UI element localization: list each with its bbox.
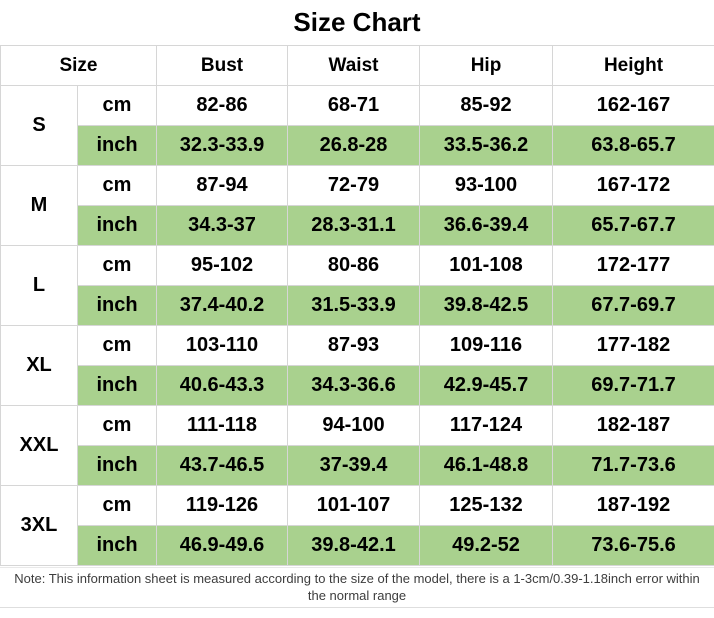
table-cell: 87-94: [156, 165, 288, 206]
table-cell: 177-182: [552, 325, 714, 366]
header-row: Size Bust Waist Hip Height: [0, 45, 714, 86]
page-title: Size Chart: [293, 7, 421, 37]
table-cell: 125-132: [419, 485, 553, 526]
table-row-xxl-cm: XXL cm 111-118 94-100 117-124 182-187: [0, 405, 714, 486]
table-cell: 26.8-28: [287, 125, 420, 166]
size-chart-table: Size Bust Waist Hip Height S cm 82-86 68…: [0, 45, 714, 566]
table-cell: 46.1-48.8: [419, 445, 553, 486]
table-row-m-inch: inch 34.3-37 28.3-31.1 36.6-39.4 65.7-67…: [1, 205, 714, 246]
table-cell: 82-86: [156, 85, 288, 126]
table-cell: 72-79: [287, 165, 420, 206]
table-cell: 63.8-65.7: [552, 125, 714, 166]
size-label-3xl: 3XL: [0, 485, 78, 566]
table-cell: 71.7-73.6: [552, 445, 714, 486]
column-header-size: Size: [0, 45, 157, 86]
size-label-xxl: XXL: [0, 405, 78, 486]
unit-label-cm: cm: [77, 245, 157, 286]
unit-label-cm: cm: [77, 165, 157, 206]
table-cell: 34.3-36.6: [287, 365, 420, 406]
column-header-waist: Waist: [287, 45, 420, 86]
table-cell: 101-107: [287, 485, 420, 526]
table-row-3xl-cm: 3XL cm 119-126 101-107 125-132 187-192: [0, 485, 714, 566]
table-cell: 42.9-45.7: [419, 365, 553, 406]
size-label-s: S: [0, 85, 78, 166]
size-label-xl: XL: [0, 325, 78, 406]
column-header-hip: Hip: [419, 45, 553, 86]
table-cell: 34.3-37: [156, 205, 288, 246]
table-cell: 109-116: [419, 325, 553, 366]
table-cell: 65.7-67.7: [552, 205, 714, 246]
table-cell: 39.8-42.5: [419, 285, 553, 326]
table-cell: 31.5-33.9: [287, 285, 420, 326]
table-row-xl-inch: inch 40.6-43.3 34.3-36.6 42.9-45.7 69.7-…: [1, 365, 714, 406]
table-cell: 33.5-36.2: [419, 125, 553, 166]
unit-label-inch: inch: [77, 445, 157, 486]
table-cell: 119-126: [156, 485, 288, 526]
table-cell: 111-118: [156, 405, 288, 446]
unit-label-inch: inch: [77, 205, 157, 246]
table-cell: 95-102: [156, 245, 288, 286]
unit-label-cm: cm: [77, 405, 157, 446]
table-cell: 46.9-49.6: [156, 525, 288, 566]
table-cell: 103-110: [156, 325, 288, 366]
unit-label-inch: inch: [77, 125, 157, 166]
table-cell: 93-100: [419, 165, 553, 206]
table-cell: 40.6-43.3: [156, 365, 288, 406]
column-header-height: Height: [552, 45, 714, 86]
table-cell: 85-92: [419, 85, 553, 126]
table-row-l-cm: L cm 95-102 80-86 101-108 172-177: [0, 245, 714, 326]
size-label-l: L: [0, 245, 78, 326]
table-cell: 182-187: [552, 405, 714, 446]
table-cell: 36.6-39.4: [419, 205, 553, 246]
table-cell: 87-93: [287, 325, 420, 366]
unit-label-cm: cm: [77, 485, 157, 526]
table-row-l-inch: inch 37.4-40.2 31.5-33.9 39.8-42.5 67.7-…: [1, 285, 714, 326]
unit-label-inch: inch: [77, 525, 157, 566]
unit-label-cm: cm: [77, 85, 157, 126]
table-row-3xl-inch: inch 46.9-49.6 39.8-42.1 49.2-52 73.6-75…: [1, 525, 714, 566]
footnote: Note: This information sheet is measured…: [0, 567, 714, 608]
table-cell: 94-100: [287, 405, 420, 446]
table-cell: 187-192: [552, 485, 714, 526]
unit-label-inch: inch: [77, 285, 157, 326]
table-cell: 28.3-31.1: [287, 205, 420, 246]
unit-label-cm: cm: [77, 325, 157, 366]
table-row-xl-cm: XL cm 103-110 87-93 109-116 177-182: [0, 325, 714, 406]
table-cell: 101-108: [419, 245, 553, 286]
table-cell: 162-167: [552, 85, 714, 126]
column-header-bust: Bust: [156, 45, 288, 86]
table-cell: 32.3-33.9: [156, 125, 288, 166]
table-cell: 117-124: [419, 405, 553, 446]
table-row-s-inch: inch 32.3-33.9 26.8-28 33.5-36.2 63.8-65…: [1, 125, 714, 166]
table-cell: 67.7-69.7: [552, 285, 714, 326]
table-row-s-cm: S cm 82-86 68-71 85-92 162-167: [0, 85, 714, 166]
size-label-m: M: [0, 165, 78, 246]
unit-label-inch: inch: [77, 365, 157, 406]
table-cell: 39.8-42.1: [287, 525, 420, 566]
table-cell: 68-71: [287, 85, 420, 126]
table-cell: 167-172: [552, 165, 714, 206]
table-cell: 37.4-40.2: [156, 285, 288, 326]
table-cell: 80-86: [287, 245, 420, 286]
table-cell: 73.6-75.6: [552, 525, 714, 566]
table-cell: 69.7-71.7: [552, 365, 714, 406]
table-row-xxl-inch: inch 43.7-46.5 37-39.4 46.1-48.8 71.7-73…: [1, 445, 714, 486]
table-row-m-cm: M cm 87-94 72-79 93-100 167-172: [0, 165, 714, 246]
table-cell: 49.2-52: [419, 525, 553, 566]
table-cell: 172-177: [552, 245, 714, 286]
table-cell: 37-39.4: [287, 445, 420, 486]
table-cell: 43.7-46.5: [156, 445, 288, 486]
